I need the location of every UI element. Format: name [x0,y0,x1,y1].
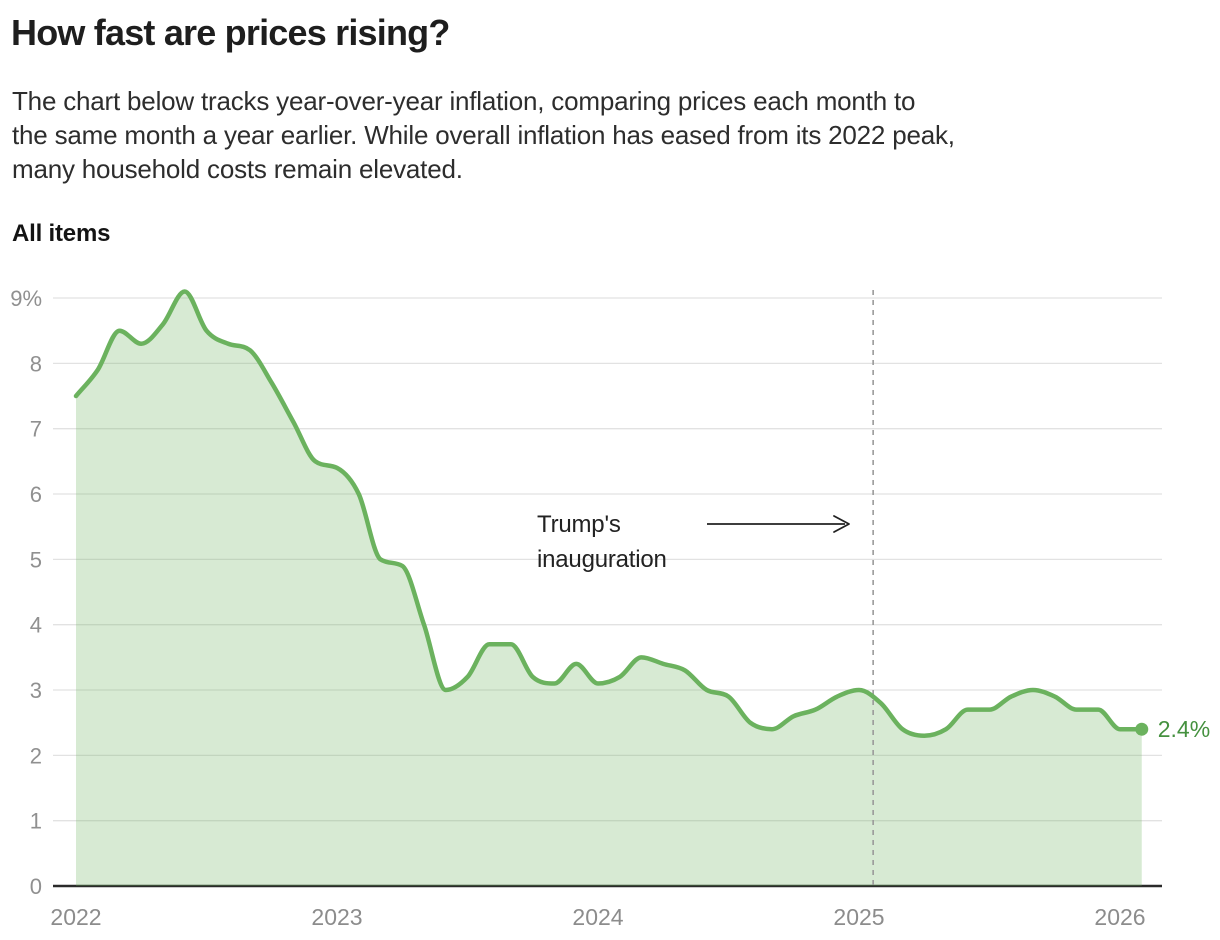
y-tick-label: 1 [30,809,42,834]
annotation-arrow-icon [707,515,850,533]
x-tick-label: 2026 [1094,904,1145,930]
description-line-3: many household costs remain elevated. [12,154,463,184]
y-tick-label: 0 [30,874,42,899]
y-tick-label: 6 [30,482,42,507]
y-tick-label: 2 [30,743,42,768]
chart-series-title: All items [12,220,111,247]
x-axis-labels: 2022 2023 2024 2025 2026 [50,904,1145,930]
end-point-dot [1135,722,1149,736]
y-tick-label: 4 [30,613,42,638]
page-description: The chart below tracks year-over-year in… [12,84,955,186]
description-line-1: The chart below tracks year-over-year in… [12,86,916,116]
inflation-line [73,289,1144,738]
end-value-label: 2.4% [1158,716,1210,742]
x-tick-label: 2022 [50,904,101,930]
annotation-text-line2: inauguration [537,546,667,573]
area-fill [76,291,1142,886]
annotation: Trump's inauguration [537,511,850,573]
page-title: How fast are prices rising? [11,12,450,53]
y-tick-label: 3 [30,678,42,703]
y-tick-label: 9% [10,286,42,311]
y-tick-label: 5 [30,547,42,572]
y-tick-label: 7 [30,417,42,442]
y-axis-labels: 0 1 2 3 4 5 6 7 8 9% [10,286,42,899]
x-tick-label: 2024 [572,904,623,930]
description-line-2: the same month a year earlier. While ove… [12,120,955,150]
x-tick-label: 2023 [311,904,362,930]
x-tick-label: 2025 [833,904,884,930]
gridlines [53,297,1162,888]
annotation-text-line1: Trump's [537,511,621,538]
y-tick-label: 8 [30,351,42,376]
